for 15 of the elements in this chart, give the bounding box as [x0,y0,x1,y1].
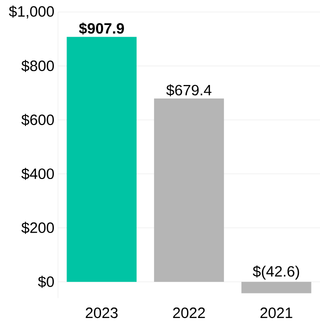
y-tick-label: $200 [21,222,54,234]
data-label: $907.9 [79,22,124,35]
x-tick-label: 2022 [173,308,205,318]
y-tick-label: $1,000 [8,6,54,18]
y-tick-label: $800 [21,60,54,72]
bar [66,36,137,282]
x-tick-label: 2021 [260,308,292,318]
data-label: $(42.6) [252,265,300,280]
y-tick-label: $400 [21,168,54,180]
y-tick-label: $0 [38,276,54,288]
x-tick-label: 2023 [86,308,118,318]
data-label: $679.4 [166,84,212,96]
y-tick-label: $600 [21,114,54,126]
bar [154,98,224,282]
bar [241,282,312,294]
